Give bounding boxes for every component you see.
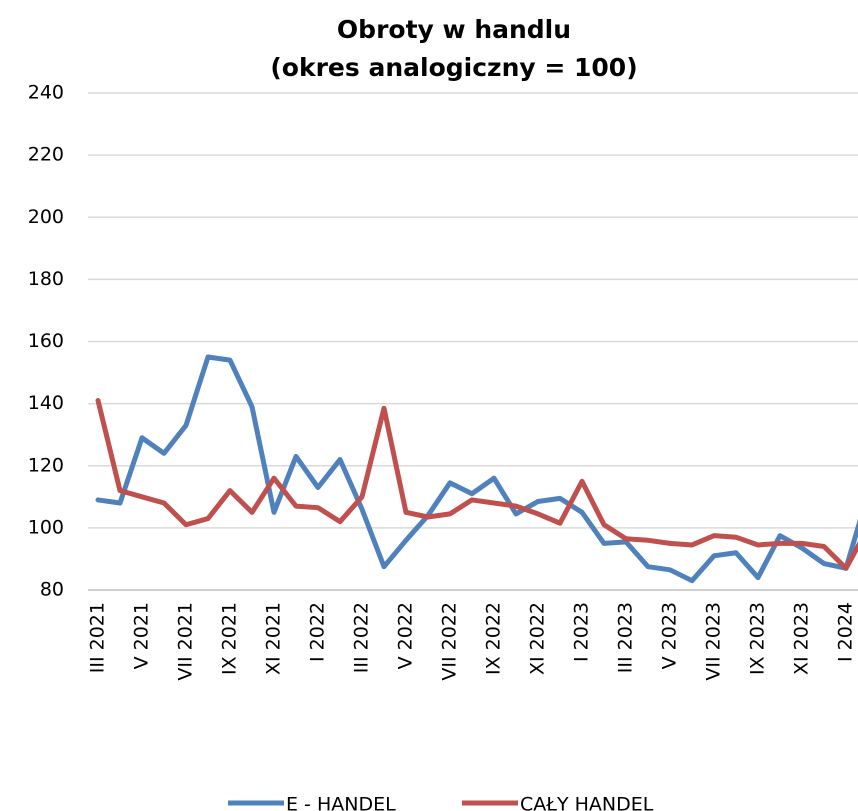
y-tick-label: 160 [28, 330, 64, 352]
y-tick-label: 220 [28, 144, 64, 166]
x-tick-label: IX 2021 [219, 602, 241, 675]
x-tick-label: I 2023 [571, 602, 593, 662]
y-tick-label: 240 [28, 82, 64, 104]
x-tick-label: III 2023 [615, 602, 637, 673]
y-tick-label: 180 [28, 268, 64, 290]
x-tick-label: I 2024 [835, 602, 857, 662]
x-tick-label: IX 2022 [483, 602, 505, 675]
x-tick-label: V 2022 [395, 602, 417, 669]
chart-title: (okres analogiczny = 100) [270, 53, 637, 82]
y-tick-label: 80 [40, 579, 64, 601]
y-tick-label: 200 [28, 206, 64, 228]
x-tick-label: VII 2021 [175, 602, 197, 681]
plot-area [95, 354, 858, 584]
y-tick-label: 100 [28, 516, 64, 538]
x-tick-label: VII 2023 [703, 602, 725, 681]
y-tick-label: 120 [28, 454, 64, 476]
x-tick-label: V 2021 [131, 602, 153, 669]
x-tick-label: XI 2022 [527, 602, 549, 675]
data-line [95, 354, 858, 584]
y-tick-label: 140 [28, 392, 64, 414]
x-tick-label: III 2022 [351, 602, 373, 673]
x-tick-label: V 2023 [659, 602, 681, 669]
x-tick-label: III 2021 [87, 602, 109, 673]
x-tick-label: IX 2023 [747, 602, 769, 675]
x-tick-label: I 2022 [307, 602, 329, 662]
legend-label: CAŁY HANDEL [520, 794, 654, 811]
x-tick-label: XI 2023 [791, 602, 813, 675]
x-tick-label: XI 2021 [263, 602, 285, 675]
chart-title: Obroty w handlu [337, 15, 571, 44]
x-tick-label: VII 2022 [439, 602, 461, 681]
legend-label: E - HANDEL [286, 794, 396, 811]
data-line [95, 398, 858, 571]
